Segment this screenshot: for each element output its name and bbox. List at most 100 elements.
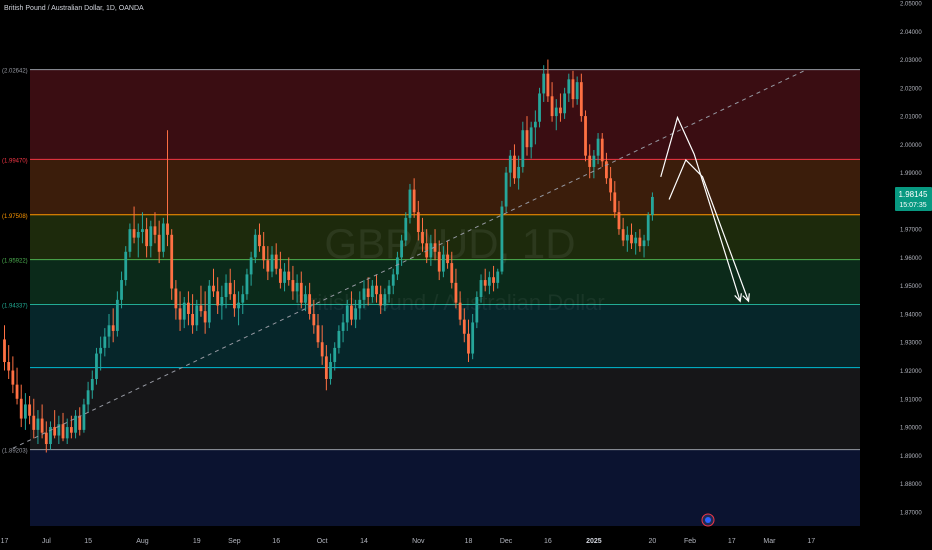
candle-body	[483, 280, 487, 286]
price-tick-label: 2.03000	[900, 58, 922, 64]
candle-body	[559, 107, 562, 114]
candle-body	[383, 294, 387, 306]
candle-body	[304, 294, 307, 303]
candle-body	[533, 121, 537, 128]
candle-body	[554, 107, 558, 117]
candle-body	[492, 277, 495, 283]
last-price-tag: 1.98145 15:07:35	[895, 187, 932, 211]
candle-body	[166, 223, 169, 235]
candle-body	[542, 73, 546, 94]
candle-body	[379, 294, 383, 306]
candle-body	[391, 274, 395, 286]
candle-body	[203, 311, 207, 323]
time-tick-label: 17	[728, 538, 736, 545]
candle-body	[15, 384, 19, 399]
fib-level-label: (1.89203)	[2, 449, 28, 455]
price-tick-label: 2.04000	[900, 30, 922, 36]
price-tick-label: 2.02000	[900, 86, 922, 92]
candle-body	[450, 263, 454, 283]
candle-body	[11, 370, 15, 385]
time-tick-label: Sep	[228, 538, 241, 545]
candle-body	[525, 130, 529, 148]
candle-body	[90, 378, 94, 391]
candle-body	[207, 285, 211, 323]
time-tick-label: Aug	[136, 538, 149, 545]
candle-body	[141, 229, 144, 232]
candle-body	[224, 282, 228, 298]
time-axis[interactable]: 17 Jul 15 Aug 19 Sep 16 Oct 14 Nov 18 Dec 16 2025 20 Fe…	[0, 530, 932, 550]
candle-body	[291, 280, 295, 292]
fib-zone	[30, 259, 860, 305]
candle-body	[57, 424, 61, 436]
candle-body	[596, 138, 600, 156]
candle-body	[362, 288, 366, 300]
price-axis[interactable]: 2.05000 2.04000 2.03000 2.02000 2.01000 2.000…	[894, 0, 932, 530]
fib-zone	[30, 367, 860, 450]
candle-body	[529, 127, 533, 148]
candle-body	[588, 155, 592, 167]
candle-body	[638, 237, 642, 247]
projection-arrow-path[interactable]	[668, 158, 750, 302]
fibonacci-level-lines[interactable]	[30, 69, 860, 451]
trendline[interactable]	[12, 68, 808, 449]
fib-level-label: (1.97508)	[2, 214, 28, 220]
candle-body	[630, 234, 633, 244]
candle-body	[220, 297, 224, 306]
time-tick-label: 14	[360, 538, 368, 545]
projection-arrow-head	[734, 293, 742, 303]
fib-zone	[30, 69, 860, 160]
time-tick-label: 19	[193, 538, 201, 545]
event-flag-icon[interactable]	[701, 513, 715, 527]
price-tick-label: 1.96000	[900, 256, 922, 262]
candle-body	[538, 93, 541, 122]
candle-body	[249, 257, 253, 275]
candle-body	[274, 254, 278, 269]
price-tick-label: 2.00000	[900, 143, 922, 149]
price-tick-label: 2.01000	[900, 115, 922, 121]
candle-body	[266, 260, 270, 272]
price-tick-label: 1.99000	[900, 171, 922, 177]
fibonacci-level-labels: (2.02642) (1.99470) (1.97508) (1.95922) (1.9…	[2, 69, 28, 455]
last-price: 1.98145	[899, 190, 928, 199]
time-tick-label: 17	[807, 538, 815, 545]
time-tick-label: Jul	[42, 538, 51, 545]
fib-zone	[30, 159, 860, 215]
time-tick-label: Feb	[684, 538, 696, 545]
candle-body	[32, 415, 36, 430]
price-tick-label: 1.95000	[900, 284, 922, 290]
candle-body	[613, 192, 617, 213]
candle-body	[258, 234, 261, 247]
candle-body	[479, 280, 483, 298]
candle-body	[28, 404, 31, 416]
candle-body	[49, 427, 52, 445]
candle-body	[95, 353, 98, 379]
candle-body	[99, 347, 103, 354]
candle-body	[387, 285, 391, 295]
fib-level-label: (1.95922)	[2, 259, 28, 265]
candle-body	[396, 257, 399, 275]
candle-body	[404, 217, 408, 241]
candle-body	[316, 325, 320, 343]
candle-body	[3, 339, 6, 363]
fib-level-label: (1.94337)	[2, 303, 28, 309]
candle-body	[345, 305, 349, 323]
candle-body	[412, 189, 416, 213]
candle-body	[429, 243, 433, 258]
candle-body	[487, 277, 491, 286]
fib-zone	[30, 449, 860, 526]
candle-body	[228, 282, 232, 295]
time-tick-label: Oct	[317, 538, 328, 545]
watermark-symbol: GBPAUD, 1D	[324, 220, 575, 267]
symbol-title: British Pound / Australian Dollar, 1D, O…	[4, 5, 144, 12]
candle-body	[454, 282, 458, 303]
projection-arrow-path[interactable]	[660, 115, 741, 302]
candle-body	[36, 418, 40, 430]
time-tick-label: 16	[272, 538, 280, 545]
candle-body	[575, 82, 579, 100]
projection-arrows[interactable]	[660, 115, 750, 303]
candle-body	[170, 234, 174, 289]
candle-body	[19, 398, 23, 419]
candle-body	[442, 254, 445, 272]
candle-body	[69, 427, 73, 433]
